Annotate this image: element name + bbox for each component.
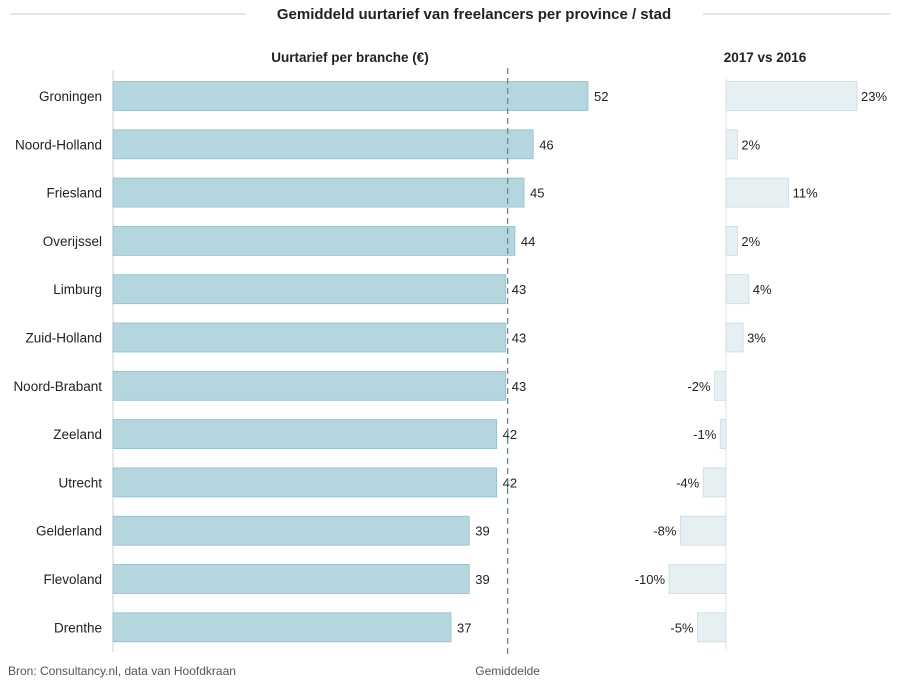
- change-bar: [719, 419, 727, 450]
- value-label: 43: [512, 379, 526, 394]
- value-label: 52: [594, 89, 608, 104]
- category-label: Zeeland: [53, 427, 102, 442]
- right-panel-title: 2017 vs 2016: [724, 50, 807, 65]
- source-note: Bron: Consultancy.nl, data van Hoofdkraa…: [8, 664, 236, 678]
- change-bar: [725, 129, 738, 160]
- value-label: 39: [475, 572, 489, 587]
- category-label: Noord-Brabant: [13, 379, 102, 394]
- value-label: 46: [539, 137, 553, 152]
- value-label: 39: [475, 524, 489, 539]
- value-bar: [112, 612, 452, 643]
- category-label: Gelderland: [36, 524, 102, 539]
- value-bar: [112, 225, 516, 256]
- value-label: 43: [512, 282, 526, 297]
- change-bar: [714, 370, 727, 401]
- change-label: -1%: [693, 427, 717, 442]
- category-label: Friesland: [46, 186, 102, 201]
- change-label: 23%: [861, 89, 887, 104]
- change-label: -2%: [687, 379, 711, 394]
- chart-title: Gemiddeld uurtarief van freelancers per …: [277, 6, 671, 23]
- value-bar: [112, 564, 470, 594]
- value-bar: [112, 129, 534, 160]
- change-label: -5%: [670, 620, 694, 635]
- value-label: 42: [503, 427, 517, 442]
- value-label: 45: [530, 186, 544, 201]
- category-label: Groningen: [39, 89, 102, 104]
- category-label: Zuid-Holland: [25, 331, 102, 346]
- change-bar: [725, 225, 738, 256]
- value-bar: [112, 419, 498, 450]
- change-label: 11%: [793, 186, 818, 201]
- change-bar: [725, 322, 744, 353]
- change-label: 4%: [753, 282, 772, 297]
- change-bar: [702, 467, 727, 498]
- change-bar: [725, 177, 790, 208]
- change-label: 2%: [741, 234, 760, 249]
- change-bar: [680, 515, 727, 546]
- change-bar: [725, 274, 750, 305]
- value-bar: [112, 81, 589, 111]
- change-label: 3%: [747, 331, 766, 346]
- value-bar: [112, 467, 498, 498]
- category-label: Utrecht: [58, 475, 102, 490]
- left-panel-title: Uurtarief per branche (€): [271, 50, 429, 65]
- change-label: -10%: [635, 572, 666, 587]
- category-label: Overijssel: [43, 234, 102, 249]
- value-label: 42: [503, 475, 517, 490]
- value-label: 37: [457, 620, 471, 635]
- value-bar: [112, 274, 507, 305]
- category-label: Noord-Holland: [15, 137, 102, 152]
- value-label: 44: [521, 234, 535, 249]
- change-bar: [697, 612, 727, 643]
- category-label: Flevoland: [43, 572, 102, 587]
- value-bar: [112, 177, 525, 208]
- change-label: 2%: [741, 137, 760, 152]
- change-bar: [725, 81, 858, 111]
- value-bar: [112, 515, 470, 546]
- category-label: Drenthe: [54, 620, 102, 635]
- change-label: -4%: [676, 475, 700, 490]
- average-line-label: Gemiddelde: [475, 664, 540, 678]
- category-label: Limburg: [53, 282, 102, 297]
- value-bar: [112, 322, 507, 353]
- change-label: -8%: [653, 524, 677, 539]
- value-label: 43: [512, 331, 526, 346]
- value-bar: [112, 370, 507, 401]
- change-bar: [668, 564, 727, 594]
